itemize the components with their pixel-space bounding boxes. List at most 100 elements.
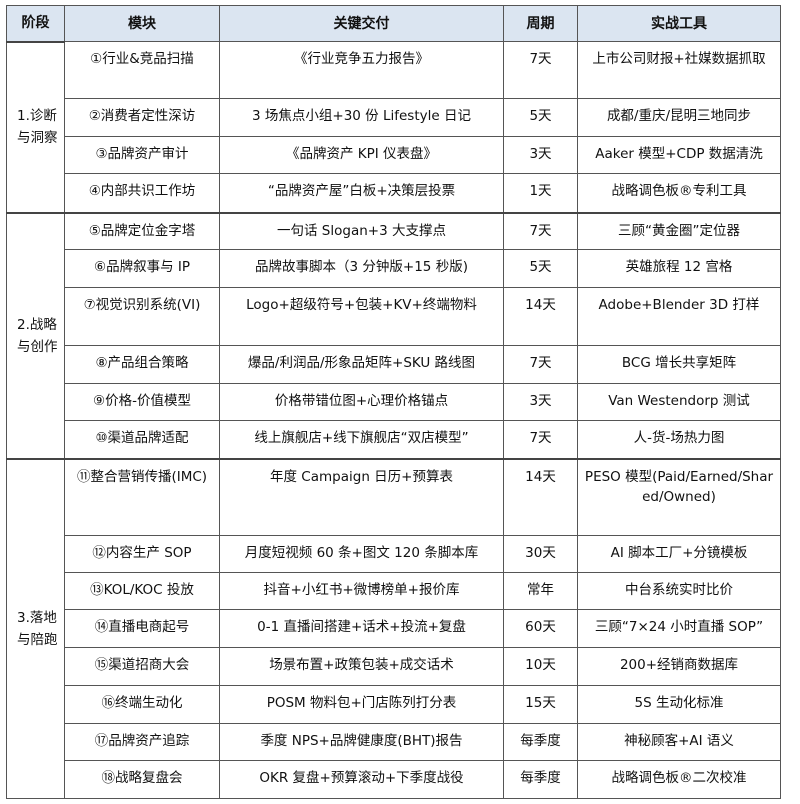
module-cell: ⑦视觉识别系统(VI) — [64, 287, 220, 346]
period-cell: 15天 — [503, 685, 578, 724]
tool-cell: Van Westendorp 测试 — [577, 383, 781, 421]
module-cell: ⑪整合营销传播(IMC) — [64, 457, 220, 536]
tool-cell: 神秘顾客+AI 语义 — [577, 723, 781, 761]
period-cell: 7天 — [503, 41, 578, 99]
deliverable-cell: 线上旗舰店+线下旗舰店“双店模型” — [219, 420, 504, 459]
period-cell: 7天 — [503, 345, 578, 384]
plan-table: 阶段 模块 关键交付 周期 实战工具 1.诊断与洞察 ①行业&竞品扫描 《行业竞争五… — [6, 5, 781, 799]
table-row: ⑦视觉识别系统(VI) Logo+超级符号+包装+KV+终端物料 14天 Adobe+… — [7, 287, 781, 346]
stage-cell: 1.诊断与洞察 — [6, 40, 65, 213]
period-cell: 14天 — [503, 287, 578, 346]
module-cell: ⑱战略复盘会 — [64, 760, 220, 799]
tool-cell: 中台系统实时比价 — [577, 572, 781, 610]
table-row: 2.战略与创作 ⑤品牌定位金字塔 一句话 Slogan+3 大支撑点 7天 三顾“黄金圈… — [6, 211, 781, 459]
period-cell: 7天 — [503, 211, 578, 250]
module-cell: ⑭直播电商起号 — [64, 609, 220, 648]
table-row: ④内部共识工作坊 “品牌资产屋”白板+决策层投票 1天 战略调色板®专利工具 — [7, 173, 781, 213]
period-cell: 5天 — [503, 98, 578, 137]
period-cell: 每季度 — [503, 723, 578, 761]
deliverable-cell: Logo+超级符号+包装+KV+终端物料 — [219, 287, 504, 346]
deliverable-cell: 3 场焦点小组+30 份 Lifestyle 日记 — [219, 98, 504, 137]
header-module: 模块 — [64, 5, 220, 42]
table-row: ⑩渠道品牌适配 线上旗舰店+线下旗舰店“双店模型” 7天 人-货-场热力图 — [7, 420, 781, 459]
module-cell: ⑤品牌定位金字塔 — [64, 211, 220, 250]
table-row: ⑫内容生产 SOP 月度短视频 60 条+图文 120 条脚本库 30天 AI 脚本工… — [7, 535, 781, 573]
period-cell: 10天 — [503, 647, 578, 686]
period-cell: 30天 — [503, 535, 578, 573]
deliverable-cell: 0-1 直播间搭建+话术+投流+复盘 — [219, 609, 504, 648]
period-cell: 5天 — [503, 249, 578, 288]
module-cell: ③品牌资产审计 — [64, 136, 220, 174]
module-cell: ⑮渠道招商大会 — [64, 647, 220, 686]
table-row: ⑰品牌资产追踪 季度 NPS+品牌健康度(BHT)报告 每季度 神秘顾客+AI 语义 — [7, 723, 781, 761]
table-row: 3.落地与陪跑 ⑪整合营销传播(IMC) 年度 Campaign 日历+预算表 14天… — [6, 457, 781, 799]
deliverable-cell: 《品牌资产 KPI 仪表盘》 — [219, 136, 504, 174]
tool-cell: Aaker 模型+CDP 数据清洗 — [577, 136, 781, 174]
module-cell: ⑧产品组合策略 — [64, 345, 220, 384]
tool-cell: 上市公司财报+社媒数据抓取 — [577, 41, 781, 99]
tool-cell: AI 脚本工厂+分镜模板 — [577, 535, 781, 573]
table-row: ⑮渠道招商大会 场景布置+政策包装+成交话术 10天 200+经销商数据库 — [7, 647, 781, 686]
module-cell: ⑫内容生产 SOP — [64, 535, 220, 573]
module-cell: ⑩渠道品牌适配 — [64, 420, 220, 459]
tool-cell: Adobe+Blender 3D 打样 — [577, 287, 781, 346]
period-cell: 1天 — [503, 173, 578, 213]
period-cell: 60天 — [503, 609, 578, 648]
deliverable-cell: 品牌故事脚本（3 分钟版+15 秒版) — [219, 249, 504, 288]
module-cell: ⑰品牌资产追踪 — [64, 723, 220, 761]
tool-cell: 英雄旅程 12 宫格 — [577, 249, 781, 288]
deliverable-cell: 场景布置+政策包装+成交话术 — [219, 647, 504, 686]
module-cell: ④内部共识工作坊 — [64, 173, 220, 213]
deliverable-cell: “品牌资产屋”白板+决策层投票 — [219, 173, 504, 213]
deliverable-cell: OKR 复盘+预算滚动+下季度战役 — [219, 760, 504, 799]
period-cell: 7天 — [503, 420, 578, 459]
period-cell: 3天 — [503, 383, 578, 421]
table-row: ⑱战略复盘会 OKR 复盘+预算滚动+下季度战役 每季度 战略调色板®二次校准 — [7, 760, 781, 799]
deliverable-cell: 抖音+小红书+微博榜单+报价库 — [219, 572, 504, 610]
module-cell: ⑥品牌叙事与 IP — [64, 249, 220, 288]
header-tool: 实战工具 — [577, 5, 781, 42]
module-cell: ②消费者定性深访 — [64, 98, 220, 137]
stage-cell: 2.战略与创作 — [6, 211, 65, 459]
header-stage: 阶段 — [6, 5, 65, 42]
stage-cell: 3.落地与陪跑 — [6, 457, 65, 799]
period-cell: 常年 — [503, 572, 578, 610]
tool-cell: 200+经销商数据库 — [577, 647, 781, 686]
deliverable-cell: 月度短视频 60 条+图文 120 条脚本库 — [219, 535, 504, 573]
tool-cell: PESO 模型(Paid/Earned/Shared/Owned) — [577, 457, 781, 536]
module-cell: ⑨价格-价值模型 — [64, 383, 220, 421]
table-row: 1.诊断与洞察 ①行业&竞品扫描 《行业竞争五力报告》 7天 上市公司财报+社媒数据抓取 — [6, 40, 781, 213]
table-row: ③品牌资产审计 《品牌资产 KPI 仪表盘》 3天 Aaker 模型+CDP 数据清洗 — [7, 136, 781, 174]
header-period: 周期 — [503, 5, 578, 42]
module-cell: ⑬KOL/KOC 投放 — [64, 572, 220, 610]
period-cell: 每季度 — [503, 760, 578, 799]
deliverable-cell: 季度 NPS+品牌健康度(BHT)报告 — [219, 723, 504, 761]
tool-cell: 战略调色板®二次校准 — [577, 760, 781, 799]
tool-cell: 战略调色板®专利工具 — [577, 173, 781, 213]
deliverable-cell: 《行业竞争五力报告》 — [219, 41, 504, 99]
table-row: ⑬KOL/KOC 投放 抖音+小红书+微博榜单+报价库 常年 中台系统实时比价 — [7, 572, 781, 610]
header-deliverable: 关键交付 — [219, 5, 504, 42]
table-row: ②消费者定性深访 3 场焦点小组+30 份 Lifestyle 日记 5天 成都/重庆… — [7, 98, 781, 137]
module-cell: ⑯终端生动化 — [64, 685, 220, 724]
table-row: ⑯终端生动化 POSM 物料包+门店陈列打分表 15天 5S 生动化标准 — [7, 685, 781, 724]
header-row: 阶段 模块 关键交付 周期 实战工具 — [6, 5, 781, 42]
table-row: ⑨价格-价值模型 价格带错位图+心理价格锚点 3天 Van Westendorp 测试 — [7, 383, 781, 421]
deliverable-cell: POSM 物料包+门店陈列打分表 — [219, 685, 504, 724]
tool-cell: 5S 生动化标准 — [577, 685, 781, 724]
period-cell: 3天 — [503, 136, 578, 174]
tool-cell: 成都/重庆/昆明三地同步 — [577, 98, 781, 137]
tool-cell: 三顾“7×24 小时直播 SOP” — [577, 609, 781, 648]
period-cell: 14天 — [503, 457, 578, 536]
table-row: ⑥品牌叙事与 IP 品牌故事脚本（3 分钟版+15 秒版) 5天 英雄旅程 12 宫格 — [7, 249, 781, 288]
deliverable-cell: 年度 Campaign 日历+预算表 — [219, 457, 504, 536]
deliverable-cell: 价格带错位图+心理价格锚点 — [219, 383, 504, 421]
tool-cell: 三顾“黄金圈”定位器 — [577, 211, 781, 250]
table-row: ⑧产品组合策略 爆品/利润品/形象品矩阵+SKU 路线图 7天 BCG 增长共享矩阵 — [7, 345, 781, 384]
tool-cell: 人-货-场热力图 — [577, 420, 781, 459]
deliverable-cell: 爆品/利润品/形象品矩阵+SKU 路线图 — [219, 345, 504, 384]
table-row: ⑭直播电商起号 0-1 直播间搭建+话术+投流+复盘 60天 三顾“7×24 小时直播… — [7, 609, 781, 648]
module-cell: ①行业&竞品扫描 — [64, 41, 220, 99]
deliverable-cell: 一句话 Slogan+3 大支撑点 — [219, 211, 504, 250]
tool-cell: BCG 增长共享矩阵 — [577, 345, 781, 384]
